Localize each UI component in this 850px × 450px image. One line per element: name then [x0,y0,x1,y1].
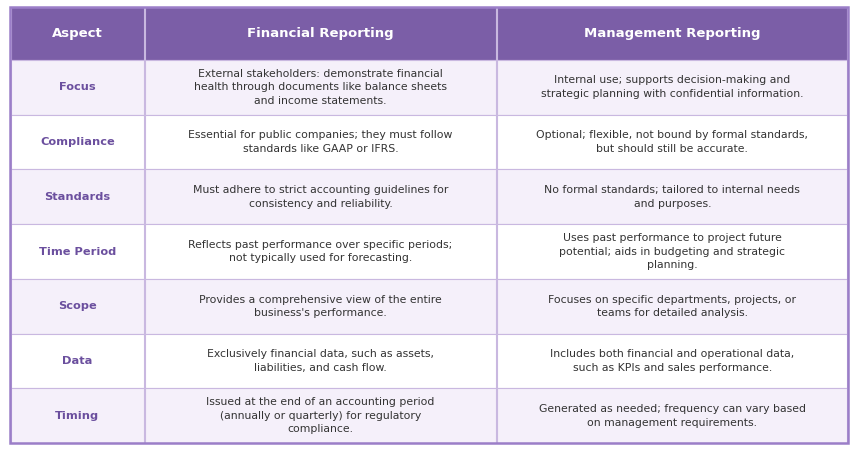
FancyBboxPatch shape [11,334,144,388]
Text: Includes both financial and operational data,
such as KPIs and sales performance: Includes both financial and operational … [550,349,795,373]
FancyBboxPatch shape [497,60,847,115]
Text: Internal use; supports decision-making and
strategic planning with confidential : Internal use; supports decision-making a… [541,76,803,99]
Text: No formal standards; tailored to internal needs
and purposes.: No formal standards; tailored to interna… [544,185,801,209]
Text: Timing: Timing [55,411,99,421]
FancyBboxPatch shape [11,115,144,169]
FancyBboxPatch shape [145,7,496,60]
FancyBboxPatch shape [11,388,144,443]
Text: Management Reporting: Management Reporting [584,27,761,40]
FancyBboxPatch shape [497,115,847,169]
Text: Essential for public companies; they must follow
standards like GAAP or IFRS.: Essential for public companies; they mus… [188,130,453,154]
Text: Compliance: Compliance [40,137,115,147]
Text: Focus: Focus [59,82,96,92]
Text: Exclusively financial data, such as assets,
liabilities, and cash flow.: Exclusively financial data, such as asse… [207,349,434,373]
Text: Generated as needed; frequency can vary based
on management requirements.: Generated as needed; frequency can vary … [539,404,806,428]
FancyBboxPatch shape [11,169,144,224]
FancyBboxPatch shape [497,224,847,279]
FancyBboxPatch shape [145,224,496,279]
Text: Optional; flexible, not bound by formal standards,
but should still be accurate.: Optional; flexible, not bound by formal … [536,130,808,154]
Text: Time Period: Time Period [39,247,116,256]
Text: Aspect: Aspect [52,27,103,40]
Text: Focuses on specific departments, projects, or
teams for detailed analysis.: Focuses on specific departments, project… [548,294,796,318]
FancyBboxPatch shape [11,7,144,60]
Text: Scope: Scope [58,302,97,311]
FancyBboxPatch shape [11,279,144,334]
FancyBboxPatch shape [11,224,144,279]
Text: External stakeholders: demonstrate financial
health through documents like balan: External stakeholders: demonstrate finan… [194,69,447,106]
Text: Provides a comprehensive view of the entire
business's performance.: Provides a comprehensive view of the ent… [199,294,442,318]
FancyBboxPatch shape [497,279,847,334]
Text: Uses past performance to project future
potential; aids in budgeting and strateg: Uses past performance to project future … [559,233,785,270]
FancyBboxPatch shape [11,60,144,115]
FancyBboxPatch shape [145,115,496,169]
Text: Issued at the end of an accounting period
(annually or quarterly) for regulatory: Issued at the end of an accounting perio… [207,397,434,434]
Text: Standards: Standards [44,192,110,202]
FancyBboxPatch shape [145,388,496,443]
FancyBboxPatch shape [497,388,847,443]
FancyBboxPatch shape [145,169,496,224]
FancyBboxPatch shape [145,334,496,388]
Text: Financial Reporting: Financial Reporting [247,27,394,40]
Text: Data: Data [62,356,93,366]
Text: Must adhere to strict accounting guidelines for
consistency and reliability.: Must adhere to strict accounting guideli… [193,185,448,209]
FancyBboxPatch shape [497,169,847,224]
FancyBboxPatch shape [145,279,496,334]
FancyBboxPatch shape [497,334,847,388]
FancyBboxPatch shape [497,7,847,60]
Text: Reflects past performance over specific periods;
not typically used for forecast: Reflects past performance over specific … [189,240,452,263]
FancyBboxPatch shape [145,60,496,115]
